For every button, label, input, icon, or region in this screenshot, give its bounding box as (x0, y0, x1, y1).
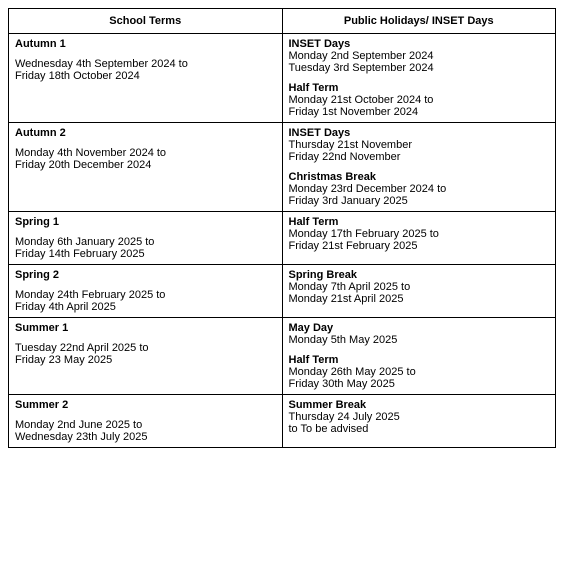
holiday-cell: May DayMonday 5th May 2025Half TermMonda… (282, 318, 556, 395)
term-cell: Autumn 2 Monday 4th November 2024 toFrida… (9, 123, 283, 212)
term-cell: Autumn 1 Wednesday 4th September 2024 toF… (9, 34, 283, 123)
holiday-cell: Half TermMonday 17th February 2025 toFri… (282, 212, 556, 265)
term-cell: Summer 1 Tuesday 22nd April 2025 toFriday… (9, 318, 283, 395)
holiday-date-line: to To be advised (289, 423, 550, 435)
holiday-date-line: Thursday 24 July 2025 (289, 411, 550, 423)
holiday-date-line: Thursday 21st November (289, 139, 550, 151)
holiday-date-line: Tuesday 3rd September 2024 (289, 62, 550, 74)
holiday-cell: Summer BreakThursday 24 July 2025to To b… (282, 395, 556, 448)
term-date-line: Friday 14th February 2025 (15, 248, 276, 260)
table-row: Autumn 1Wednesday 4th September 2024 toF… (9, 34, 556, 123)
term-title: Autumn 1 (15, 38, 276, 50)
term-date-line: Tuesday 22nd April 2025 to (15, 342, 276, 354)
holiday-block: Half TermMonday 26th May 2025 toFriday 3… (289, 354, 550, 390)
holiday-date-line: Friday 21st February 2025 (289, 240, 550, 252)
holiday-date-line: Friday 3rd January 2025 (289, 195, 550, 207)
term-title: Summer 1 (15, 322, 276, 334)
holiday-block: INSET DaysThursday 21st NovemberFriday 2… (289, 127, 550, 163)
term-date-line: Wednesday 4th September 2024 to (15, 58, 276, 70)
holiday-block: Spring BreakMonday 7th April 2025 toMond… (289, 269, 550, 305)
holiday-date-line: Friday 30th May 2025 (289, 378, 550, 390)
holiday-date-line: Monday 21st October 2024 to (289, 94, 550, 106)
holiday-title: May Day (289, 322, 550, 334)
table-row: Summer 1Tuesday 22nd April 2025 toFriday… (9, 318, 556, 395)
term-title: Spring 2 (15, 269, 276, 281)
holiday-cell: INSET DaysMonday 2nd September 2024Tuesd… (282, 34, 556, 123)
term-date-line: Wednesday 23th July 2025 (15, 431, 276, 443)
holiday-cell: Spring BreakMonday 7th April 2025 toMond… (282, 265, 556, 318)
term-date-line: Monday 4th November 2024 to (15, 147, 276, 159)
term-title: Autumn 2 (15, 127, 276, 139)
holiday-date-line: Monday 23rd December 2024 to (289, 183, 550, 195)
holiday-date-line: Monday 26th May 2025 to (289, 366, 550, 378)
table-row: Spring 1Monday 6th January 2025 toFriday… (9, 212, 556, 265)
holiday-cell: INSET DaysThursday 21st NovemberFriday 2… (282, 123, 556, 212)
holiday-title: Half Term (289, 354, 550, 366)
holiday-block: Christmas BreakMonday 23rd December 2024… (289, 171, 550, 207)
holiday-block: Half TermMonday 21st October 2024 toFrid… (289, 82, 550, 118)
term-title: Spring 1 (15, 216, 276, 228)
holiday-date-line: Monday 2nd September 2024 (289, 50, 550, 62)
holiday-title: Half Term (289, 82, 550, 94)
holiday-date-line: Monday 5th May 2025 (289, 334, 550, 346)
term-date-line: Monday 6th January 2025 to (15, 236, 276, 248)
holiday-date-line: Monday 21st April 2025 (289, 293, 550, 305)
holiday-title: Half Term (289, 216, 550, 228)
table-row: Spring 2 Monday 24th February 2025 toFrid… (9, 265, 556, 318)
holiday-date-line: Monday 17th February 2025 to (289, 228, 550, 240)
holiday-title: Spring Break (289, 269, 550, 281)
table-row: Summer 2 Monday 2nd June 2025 toWednesday… (9, 395, 556, 448)
holiday-title: Summer Break (289, 399, 550, 411)
table-row: Autumn 2Monday 4th November 2024 toFrida… (9, 123, 556, 212)
holiday-block: May DayMonday 5th May 2025 (289, 322, 550, 346)
term-cell: Summer 2 Monday 2nd June 2025 toWednesday… (9, 395, 283, 448)
holiday-block: Summer BreakThursday 24 July 2025to To b… (289, 399, 550, 435)
term-date-line: Monday 24th February 2025 to (15, 289, 276, 301)
holiday-date-line: Monday 7th April 2025 to (289, 281, 550, 293)
term-date-line: Friday 18th October 2024 (15, 70, 276, 82)
term-title: Summer 2 (15, 399, 276, 411)
holiday-date-line: Friday 22nd November (289, 151, 550, 163)
holiday-block: Half TermMonday 17th February 2025 toFri… (289, 216, 550, 252)
holiday-title: Christmas Break (289, 171, 550, 183)
term-cell: Spring 2 Monday 24th February 2025 toFrid… (9, 265, 283, 318)
holiday-title: INSET Days (289, 127, 550, 139)
term-date-line: Friday 4th April 2025 (15, 301, 276, 313)
holiday-title: INSET Days (289, 38, 550, 50)
holiday-date-line: Friday 1st November 2024 (289, 106, 550, 118)
term-date-line: Monday 2nd June 2025 to (15, 419, 276, 431)
term-date-line: Friday 23 May 2025 (15, 354, 276, 366)
term-date-line: Friday 20th December 2024 (15, 159, 276, 171)
term-cell: Spring 1 Monday 6th January 2025 toFriday… (9, 212, 283, 265)
term-dates-table: School Terms Public Holidays/ INSET Days… (8, 8, 556, 448)
holiday-block: INSET DaysMonday 2nd September 2024Tuesd… (289, 38, 550, 74)
header-holidays: Public Holidays/ INSET Days (282, 9, 556, 34)
header-school-terms: School Terms (9, 9, 283, 34)
